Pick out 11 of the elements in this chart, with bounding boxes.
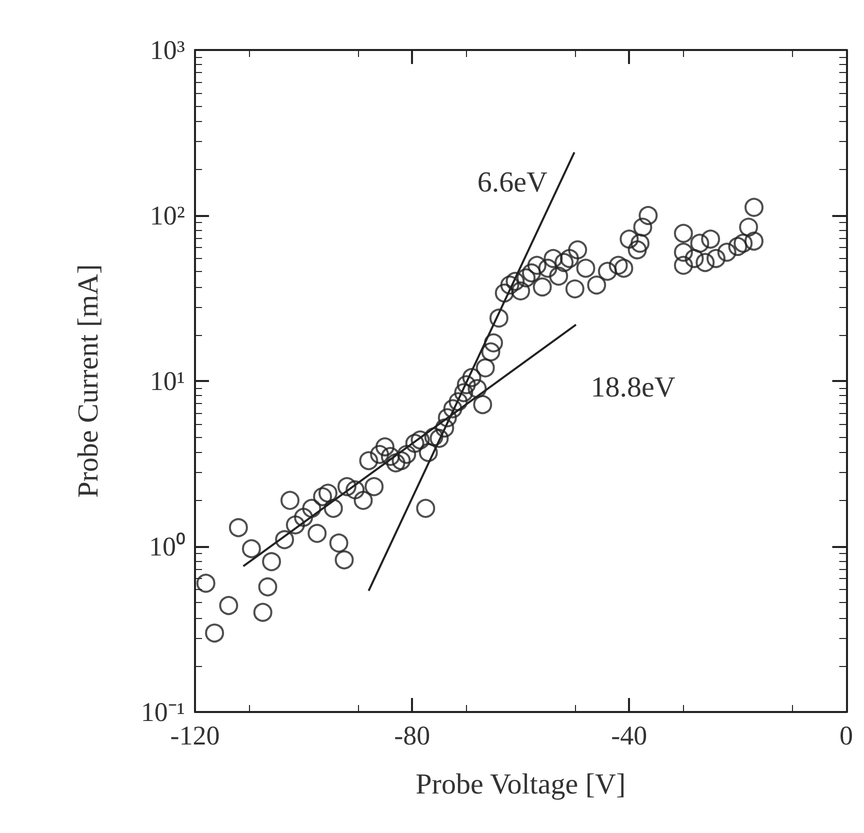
x-tick-label: 0	[840, 720, 853, 750]
x-axis-title: Probe Voltage [V]	[416, 768, 626, 800]
annotation: 6.6eV	[477, 166, 548, 198]
y-axis-title: Probe Current [mA]	[72, 264, 104, 498]
x-tick-label: -80	[394, 720, 430, 750]
y-tick-label: 10¹	[150, 366, 185, 396]
y-tick-label: 10²	[150, 200, 185, 230]
annotation: 18.8eV	[590, 372, 676, 404]
y-tick-label: 10³	[150, 35, 185, 65]
x-tick-label: -40	[611, 720, 648, 750]
y-tick-label: 10⁰	[149, 532, 185, 562]
